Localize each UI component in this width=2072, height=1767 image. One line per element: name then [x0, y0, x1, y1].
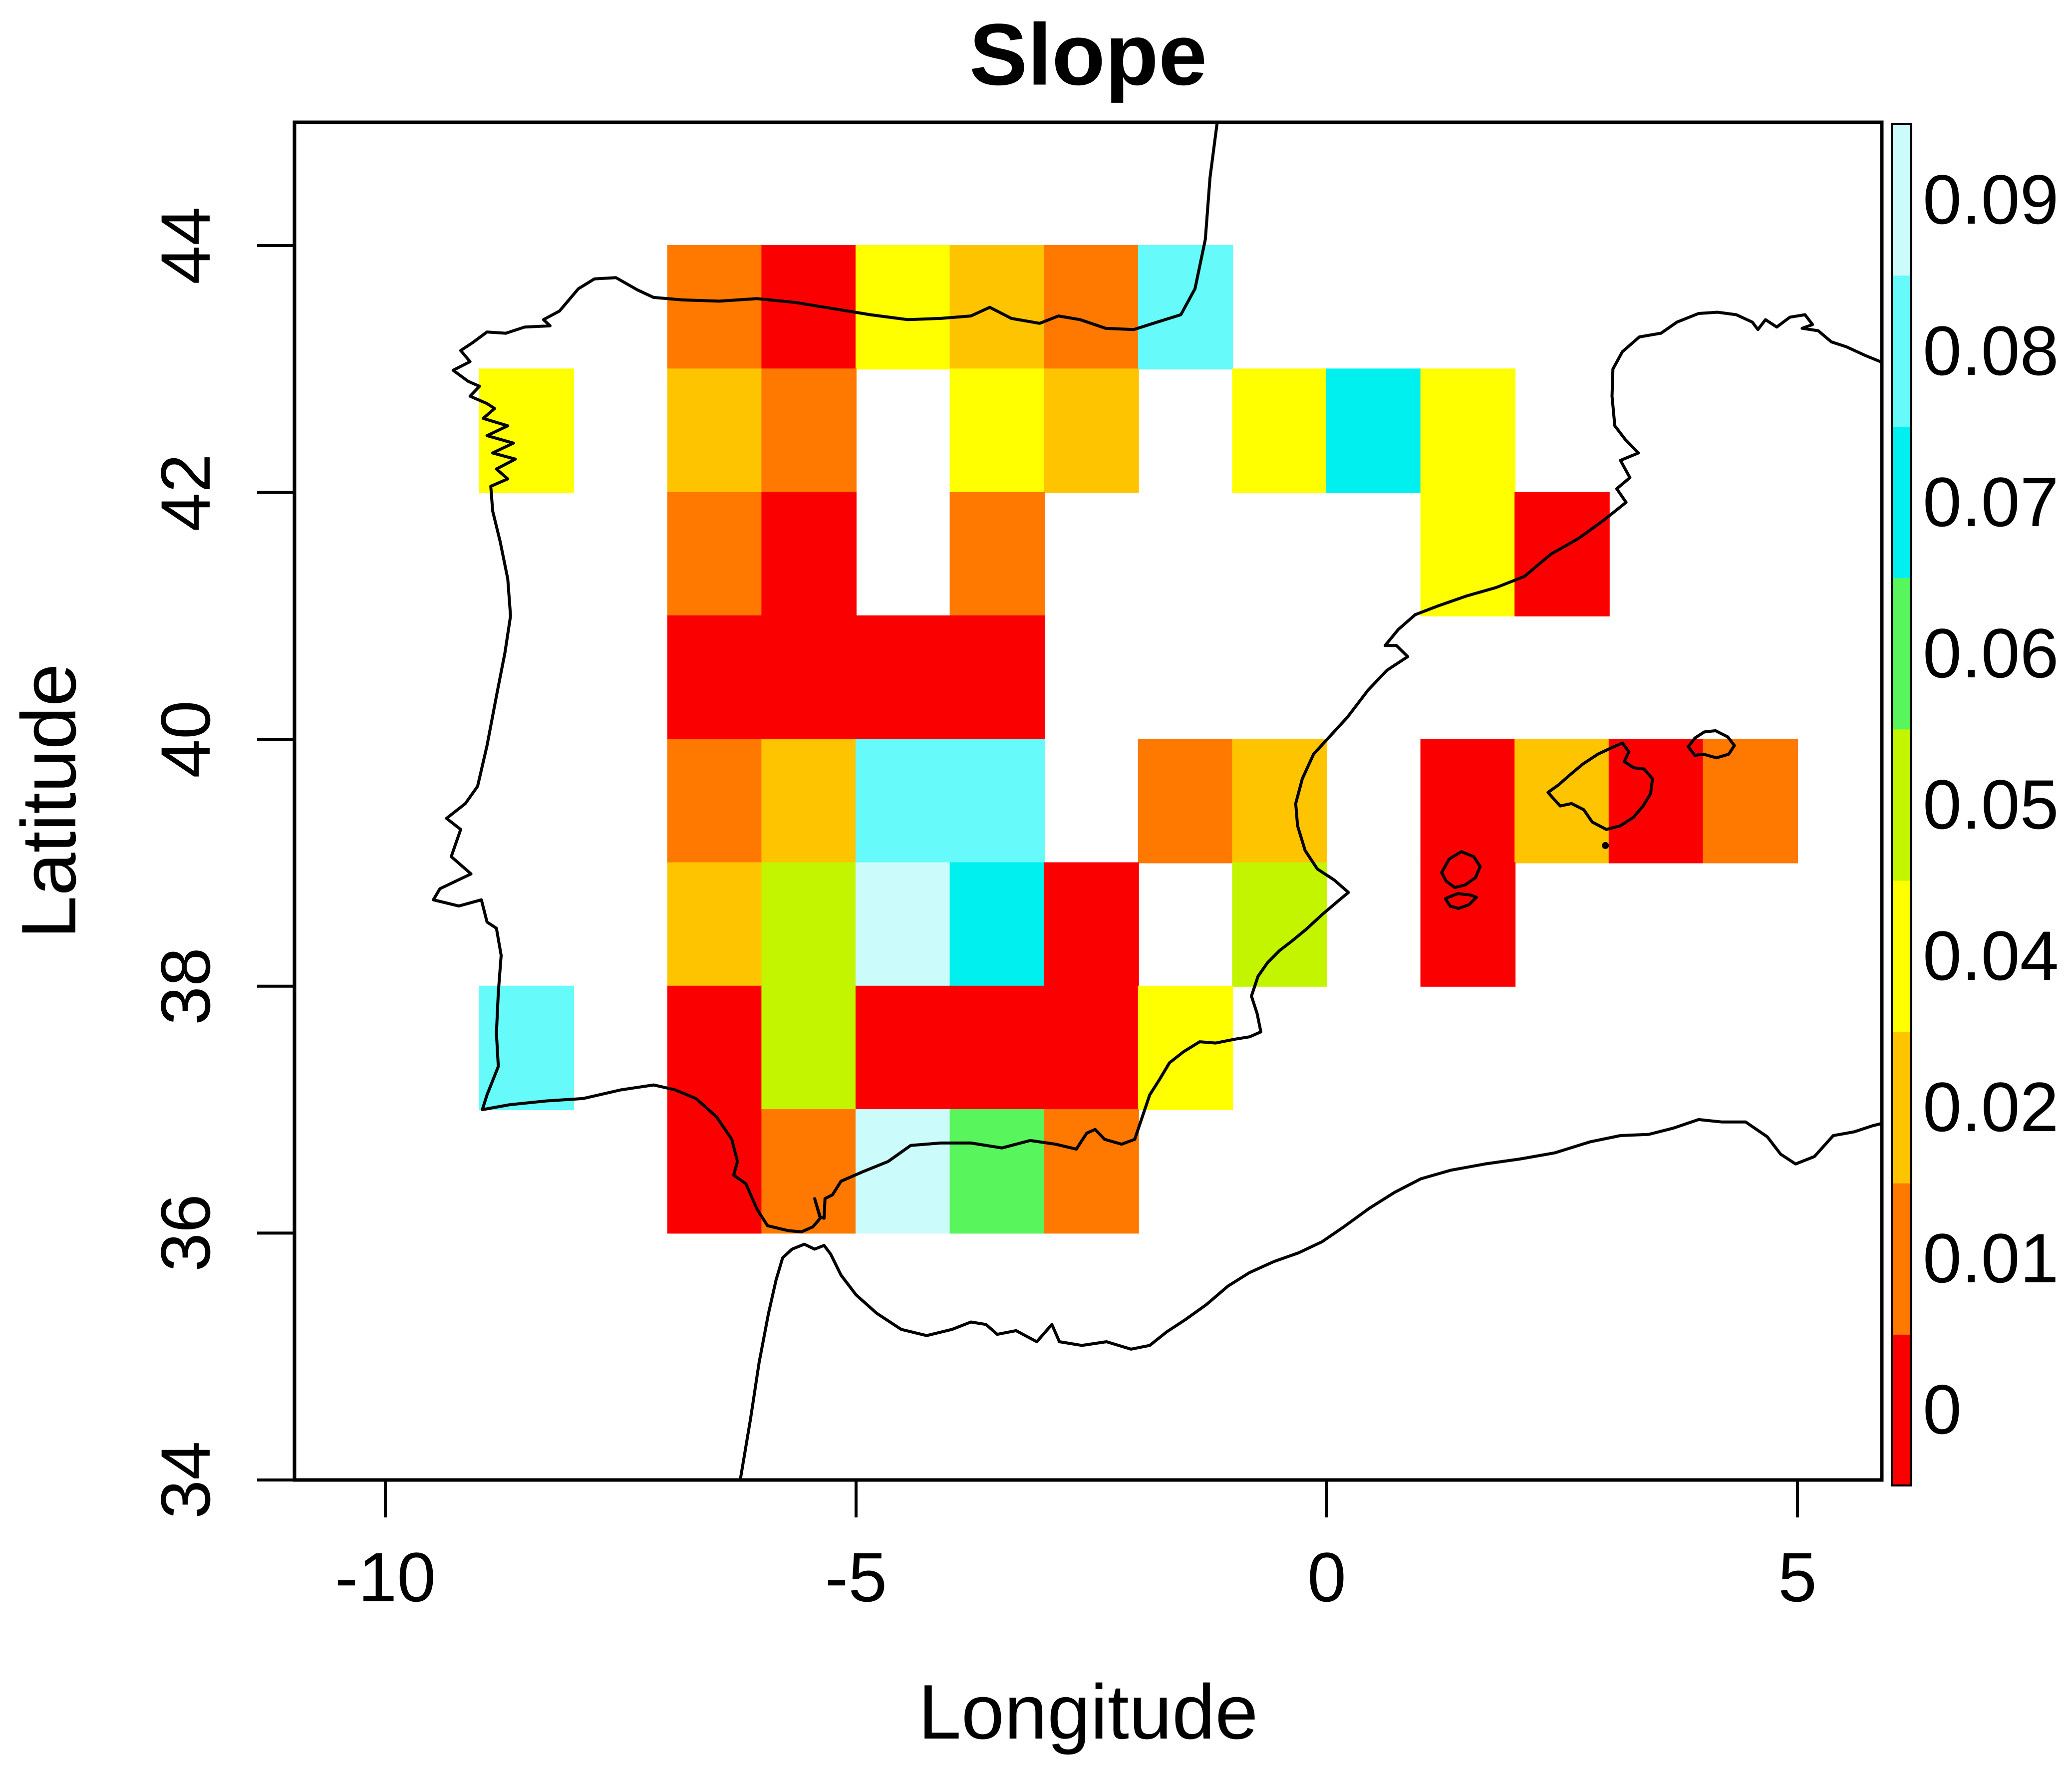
grid-cell	[667, 739, 763, 864]
grid-cell	[667, 615, 763, 740]
grid-cell	[479, 368, 575, 493]
grid-cell	[856, 1109, 951, 1234]
grid-cell	[949, 1109, 1045, 1234]
page-title: Slope	[969, 6, 1207, 104]
grid-cell	[949, 368, 1045, 493]
grid-cell	[1420, 368, 1516, 493]
grid-cell	[667, 245, 763, 370]
grid-cell	[479, 985, 575, 1111]
y-tick-label: 36	[146, 1194, 225, 1272]
grid-cell	[1044, 985, 1139, 1111]
grid-cell	[761, 368, 857, 493]
grid-cell	[1232, 368, 1327, 493]
colorbar-segment	[1892, 729, 1911, 881]
grid-cell	[667, 492, 763, 616]
coastline-africa	[739, 1118, 1882, 1480]
grid-cell	[667, 368, 763, 493]
x-tick-label: 0	[1307, 1538, 1346, 1616]
grid-cell	[1703, 739, 1798, 864]
x-tick-label: -10	[334, 1538, 436, 1616]
grid-cell	[1138, 739, 1233, 864]
grid-cell	[761, 739, 857, 864]
x-tick-label: 5	[1778, 1538, 1817, 1616]
grid-cell	[1044, 368, 1139, 493]
grid-cell	[761, 492, 857, 616]
grid-cell	[1326, 368, 1422, 493]
grid-cell	[667, 862, 763, 987]
colorbar-segment	[1892, 275, 1911, 427]
colorbar-label: 0.05	[1923, 765, 2059, 844]
grid-cell	[1514, 739, 1610, 864]
y-tick-label: 34	[146, 1441, 225, 1519]
colorbar-segment	[1892, 578, 1911, 730]
grid-cell	[667, 985, 763, 1111]
y-tick-label: 40	[146, 700, 225, 779]
colorbar-segment	[1892, 1031, 1911, 1183]
colorbar-segment	[1892, 1334, 1911, 1486]
island-ibiza	[1440, 850, 1482, 889]
y-axis-title: Latitude	[5, 663, 92, 939]
grid-cell	[1044, 1109, 1139, 1234]
colorbar-label: 0.06	[1923, 613, 2059, 692]
grid-cell	[1044, 862, 1139, 987]
colorbar-segment	[1892, 1182, 1911, 1335]
grid-cell	[949, 492, 1045, 616]
grid-cell	[761, 985, 857, 1111]
x-tick-label: -5	[825, 1538, 888, 1616]
x-axis-title: Longitude	[918, 1669, 1258, 1755]
colorbar-label: 0.09	[1923, 160, 2059, 239]
grid-cell	[949, 615, 1045, 740]
islet-dot	[1602, 842, 1609, 849]
grid-cell	[1514, 492, 1610, 616]
grid-cell	[856, 985, 951, 1111]
island-formentera	[1444, 892, 1478, 910]
grid-cell	[949, 985, 1045, 1111]
grid-cell	[761, 1109, 857, 1234]
y-tick-label: 44	[146, 207, 225, 285]
colorbar-label: 0.01	[1923, 1219, 2059, 1298]
grid-cell	[856, 862, 951, 987]
grid-cell	[949, 862, 1045, 987]
grid-cell	[856, 245, 951, 370]
coastline-iberia-france	[432, 122, 1882, 1233]
grid-cell	[949, 245, 1045, 370]
grid-cell	[1608, 739, 1704, 864]
colorbar-segment	[1892, 124, 1911, 276]
colorbar-label: 0.07	[1923, 462, 2059, 541]
plot-frame	[293, 120, 1884, 1482]
grid-cell	[761, 615, 857, 740]
island-menorca	[1687, 729, 1736, 760]
colorbar-label: 0	[1923, 1370, 1962, 1449]
grid-cell	[1420, 739, 1516, 864]
grid-cell	[856, 739, 951, 864]
grid-cell	[667, 1109, 763, 1234]
colorbar-border	[1891, 123, 1912, 1486]
grid-cell	[761, 862, 857, 987]
y-tick-label: 38	[146, 947, 225, 1025]
colorbar-segment	[1892, 880, 1911, 1032]
grid-cell	[761, 245, 857, 370]
colorbar-segment	[1892, 426, 1911, 579]
grid-cell	[1044, 245, 1139, 370]
colorbar-label: 0.02	[1923, 1068, 2059, 1147]
colorbar-label: 0.04	[1923, 916, 2059, 995]
island-mallorca	[1546, 741, 1654, 831]
y-tick-label: 42	[146, 453, 225, 532]
grid-cell	[1420, 862, 1516, 987]
grid-cell	[1420, 492, 1516, 616]
grid-cell	[949, 739, 1045, 864]
colorbar-label: 0.08	[1923, 311, 2059, 390]
grid-cell	[856, 615, 951, 740]
